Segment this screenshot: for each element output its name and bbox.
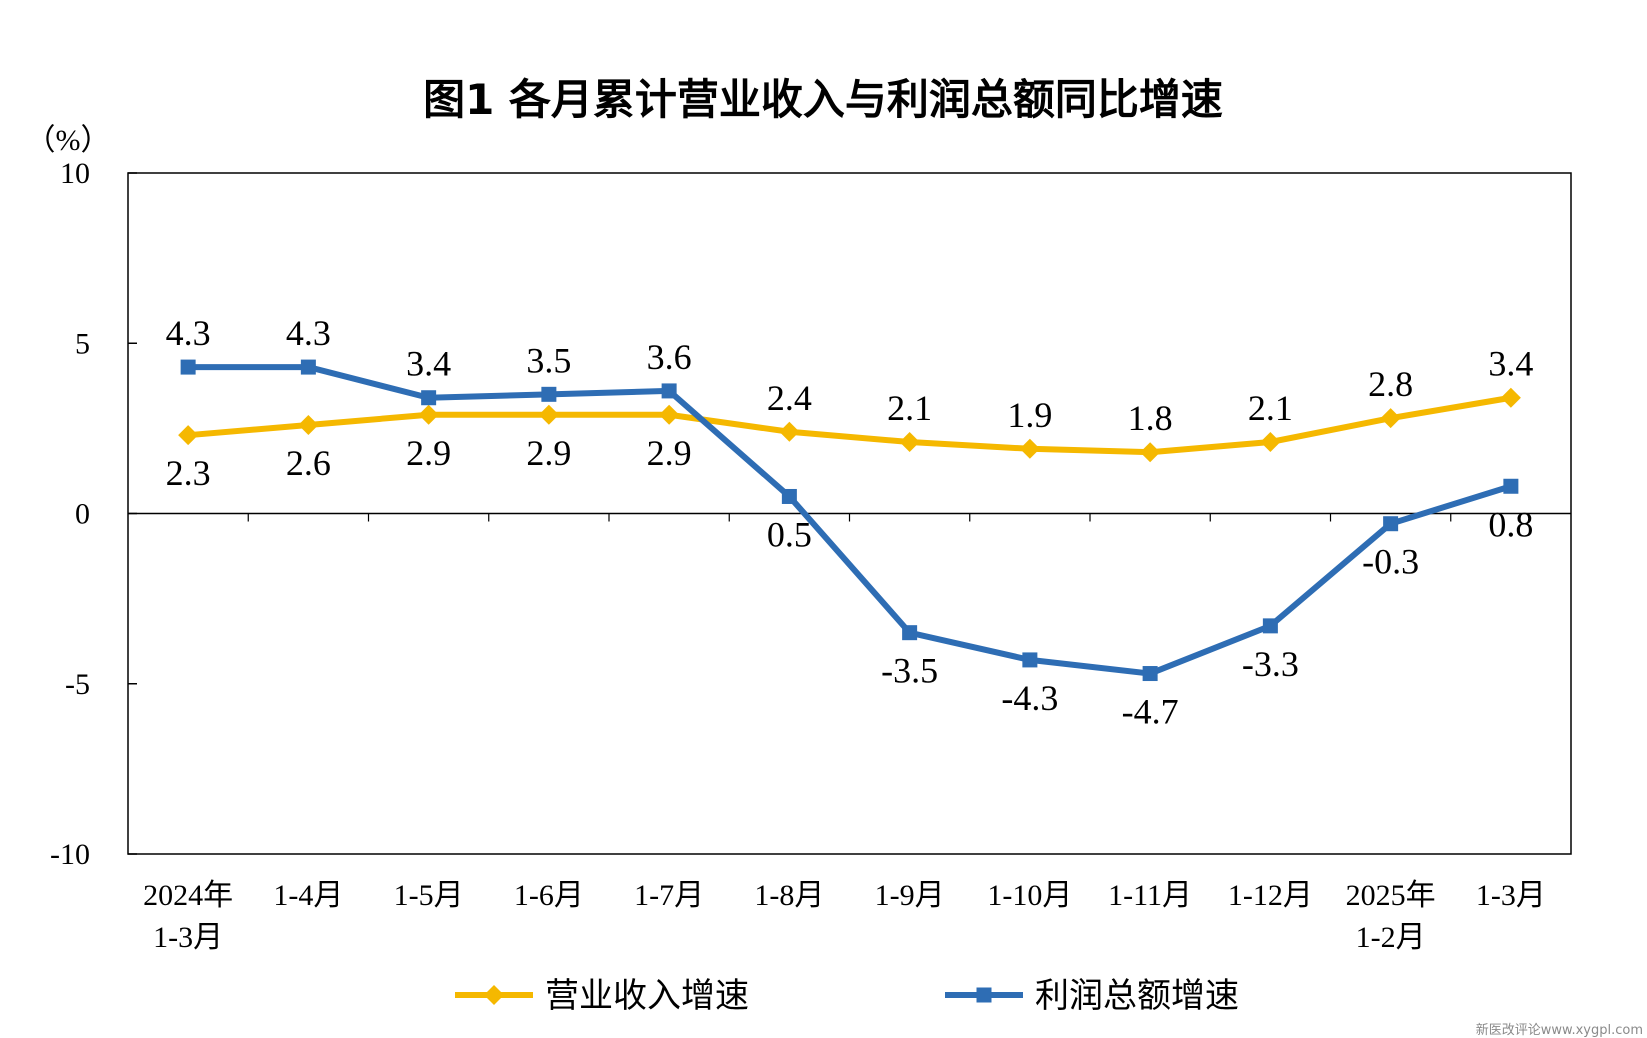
- x-category-label-line: 1-6月: [514, 879, 584, 912]
- y-axis: 10 5 0 -5 -10: [50, 157, 137, 871]
- series-2-data-label: 0.5: [767, 514, 812, 554]
- x-category-label: 1-11月: [1108, 879, 1192, 912]
- watermark: 新医改评论www.xygpl.com: [1476, 1022, 1643, 1038]
- series-1-point: [899, 431, 920, 452]
- series-2-data-label: 0.8: [1488, 504, 1533, 544]
- series-2-point: [1383, 516, 1399, 532]
- series-2-data-label: -3.5: [881, 651, 938, 691]
- series-1-data-label: 2.8: [1368, 364, 1413, 404]
- x-category-label: 1-5月: [394, 879, 464, 912]
- x-category-label-line: 1-5月: [394, 879, 464, 912]
- series-2-data-label: -0.3: [1362, 542, 1419, 582]
- series-2-data-label: -3.3: [1242, 644, 1299, 684]
- y-tick-label: 10: [60, 157, 90, 190]
- series-line-1: [185, 394, 1514, 456]
- series-2-point: [1262, 618, 1278, 634]
- x-category-label: 1-9月: [875, 879, 945, 912]
- legend-swatch-marker: [976, 987, 992, 1003]
- series-1-data-label: 2.4: [767, 378, 812, 418]
- y-tick-label: -5: [65, 668, 90, 701]
- series-2-data-label: 3.6: [647, 337, 692, 377]
- series-1-data-label: 2.1: [887, 388, 932, 428]
- series-2-point: [902, 625, 918, 641]
- x-category-label: 1-3月: [1476, 879, 1546, 912]
- series-1-data-label: 1.8: [1128, 398, 1173, 438]
- series-2-data-label: 4.3: [166, 313, 211, 353]
- y-tick-label: 0: [75, 498, 90, 531]
- series-2-point: [300, 359, 316, 375]
- series-1-point: [418, 404, 439, 425]
- series-1-point: [1260, 431, 1281, 452]
- x-category-label-line: 1-3月: [1476, 879, 1546, 912]
- series-1-data-label: 1.9: [1007, 395, 1052, 435]
- x-category-label: 1-6月: [514, 879, 584, 912]
- legend-swatch-marker: [484, 985, 504, 1005]
- chart-title: 图1 各月累计营业收入与利润总额同比增速: [423, 75, 1223, 124]
- legend-label: 利润总额增速: [1035, 976, 1239, 1016]
- x-axis: 2024年 1-3月 1-4月 1-5月 1-6月 1-7月 1-8月 1-9月 1-10月 1-…: [128, 512, 1571, 954]
- x-category-label-line: 1-9月: [875, 879, 945, 912]
- legend-item-2: 利润总额增速: [945, 976, 1239, 1016]
- x-category-label-line: 2025年: [1346, 879, 1436, 912]
- series-1-data-label: 2.9: [526, 433, 571, 473]
- series-2-point: [1503, 478, 1519, 494]
- series-2-point: [781, 488, 797, 504]
- data-labels-layer: 2.3 2.6 2.9 2.9 2.9 2.4 2.1 1.9 1.8 2.1 2.8 3.4 4.3 4…: [166, 313, 1534, 731]
- series-layer: [178, 359, 1521, 682]
- y-tick-label: -10: [50, 838, 90, 871]
- x-category-label: 2024年 1-3月: [143, 879, 233, 954]
- series-2-data-label: -4.7: [1122, 692, 1179, 732]
- series-2-data-label: -4.3: [1001, 678, 1058, 718]
- x-category-label: 1-10月: [987, 879, 1072, 912]
- series-2-point: [661, 383, 677, 399]
- series-1-data-label: 3.4: [1488, 344, 1533, 384]
- series-1-point: [1380, 408, 1401, 429]
- x-category-label-line: 1-4月: [273, 879, 343, 912]
- series-1-data-label: 2.3: [166, 453, 211, 493]
- x-category-label-line: 1-7月: [634, 879, 704, 912]
- series-1-point: [1140, 442, 1161, 463]
- series-2-point: [421, 390, 437, 406]
- series-1-data-label: 2.9: [647, 433, 692, 473]
- x-category-label-line: 1-11月: [1108, 879, 1192, 912]
- x-category-label: 2025年 1-2月: [1346, 879, 1436, 954]
- x-category-label: 1-4月: [273, 879, 343, 912]
- x-category-label: 1-12月: [1228, 879, 1313, 912]
- series-2-point: [1142, 666, 1158, 682]
- series-2-data-label: 3.4: [406, 344, 451, 384]
- series-1-data-label: 2.6: [286, 443, 331, 483]
- series-2-data-label: 4.3: [286, 313, 331, 353]
- x-category-label-line: 1-12月: [1228, 879, 1313, 912]
- x-category-label-line: 1-2月: [1356, 921, 1426, 954]
- legend-item-1: 营业收入增速: [455, 976, 749, 1016]
- series-1-data-label: 2.1: [1248, 388, 1293, 428]
- series-1-point: [1019, 438, 1040, 459]
- series-line-2: [185, 364, 1514, 677]
- series-1-point: [538, 404, 559, 425]
- series-2-data-label: 3.5: [526, 340, 571, 380]
- series-1-point: [659, 404, 680, 425]
- legend: 营业收入增速 利润总额增速: [455, 976, 1239, 1016]
- x-category-label-line: 1-10月: [987, 879, 1072, 912]
- y-axis-unit-label: （%）: [26, 124, 111, 157]
- series-1-point: [779, 421, 800, 442]
- series-2-point: [1022, 652, 1038, 668]
- series-1-point: [298, 414, 319, 435]
- series-2-point: [180, 359, 196, 375]
- series-2-point: [541, 386, 557, 402]
- x-category-label-line: 2024年: [143, 879, 233, 912]
- legend-label: 营业收入增速: [545, 976, 749, 1016]
- x-category-label-line: 1-3月: [153, 921, 223, 954]
- series-1-point: [1500, 387, 1521, 408]
- y-tick-label: 5: [75, 327, 90, 360]
- x-category-label: 1-7月: [634, 879, 704, 912]
- x-category-label: 1-8月: [754, 879, 824, 912]
- series-1-point: [178, 425, 199, 446]
- x-category-label-line: 1-8月: [754, 879, 824, 912]
- series-1-data-label: 2.9: [406, 433, 451, 473]
